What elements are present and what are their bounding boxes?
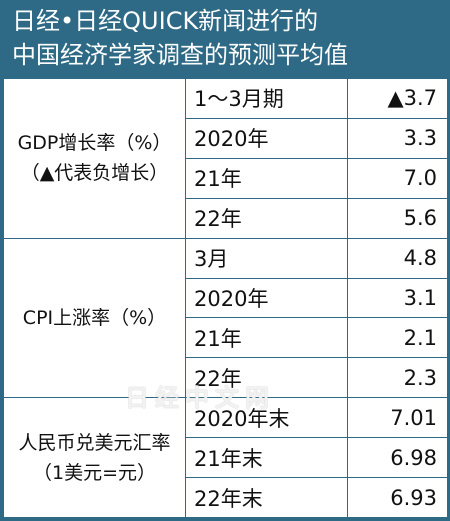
value-cell: 7.01 — [347, 397, 448, 439]
gdp-label-line-2: （▲代表负增长） — [20, 162, 169, 185]
period-cell: 2020年 — [185, 117, 348, 159]
value-cell: 6.93 — [347, 477, 448, 518]
value-cell: 5.6 — [347, 197, 448, 239]
period-cell: 22年 — [185, 357, 348, 399]
table-row: 21年末 6.98 — [4, 437, 448, 479]
value-cell: 4.8 — [347, 237, 448, 279]
period-cell: 1～3月期 — [185, 78, 348, 119]
table-row: GDP增长率（%） （▲代表负增长） 1～3月期 ▲3.7 — [3, 78, 448, 239]
value-cell: 3.3 — [347, 117, 448, 159]
value-cell: ▲3.7 — [347, 78, 448, 119]
period-cell: 21年 — [185, 317, 348, 359]
value-cell: 3.1 — [347, 277, 448, 319]
header-title-line-1: 日经•日经QUICK新闻进行的 — [12, 7, 319, 35]
value-cell: 2.1 — [347, 317, 448, 359]
fx-label-line-2: （1美元=元） — [32, 461, 156, 484]
gdp-label-line-1: GDP增长率（%） — [17, 132, 172, 155]
period-cell: 3月 — [185, 237, 348, 279]
value-cell: 6.98 — [347, 437, 448, 479]
period-cell: 21年末 — [185, 437, 348, 479]
table-row: 21年 2.1 — [4, 317, 448, 359]
period-cell: 21年 — [185, 157, 348, 199]
exchange-rate-label: 人民币兑美元汇率 （1美元=元） — [3, 397, 186, 518]
table-row: 人民币兑美元汇率 （1美元=元） 2020年末 7.01 — [3, 397, 448, 518]
table-row: 2020年 3.3 — [4, 117, 448, 159]
table-row: 22年 2.3 — [4, 357, 448, 399]
forecast-table: GDP增长率（%） （▲代表负增长） 1～3月期 ▲3.7 2020年 3.3 … — [3, 78, 448, 518]
table-row: CPI上涨率（%） 3月 4.8 — [3, 237, 448, 399]
period-cell: 22年末 — [185, 477, 348, 518]
table-header: 日经•日经QUICK新闻进行的 中国经济学家调查的预测平均值 — [0, 0, 450, 76]
period-cell: 22年 — [185, 197, 348, 239]
value-cell: 7.0 — [347, 157, 448, 199]
period-cell: 2020年 — [185, 277, 348, 319]
table-row: 22年末 6.93 — [4, 477, 448, 518]
period-cell: 2020年末 — [185, 397, 348, 439]
value-cell: 2.3 — [347, 357, 448, 399]
gdp-growth-label: GDP增长率（%） （▲代表负增长） — [3, 78, 186, 239]
cpi-rate-label: CPI上涨率（%） — [3, 237, 186, 399]
watermark-text: 日经中文网 — [125, 384, 275, 412]
fx-label-line-1: 人民币兑美元汇率 — [18, 431, 171, 454]
header-title-line-2: 中国经济学家调查的预测平均值 — [12, 41, 348, 69]
cpi-label-line-1: CPI上涨率（%） — [22, 306, 167, 329]
forecast-table-frame: GDP增长率（%） （▲代表负增长） 1～3月期 ▲3.7 2020年 3.3 … — [0, 76, 450, 521]
